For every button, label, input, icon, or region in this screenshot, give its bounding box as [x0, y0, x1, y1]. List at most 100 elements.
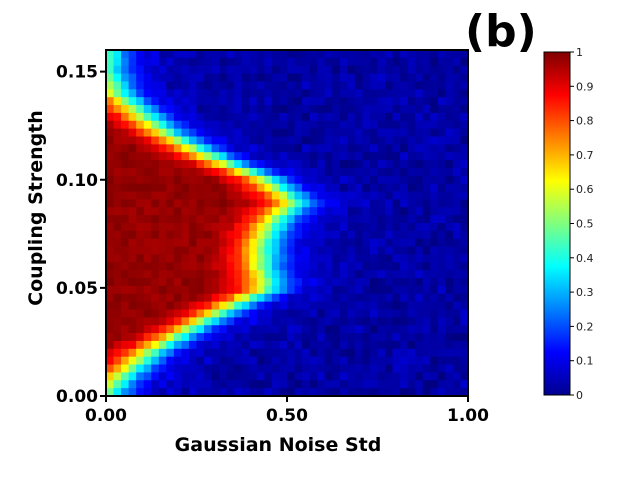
heatmap-cell [241, 254, 250, 263]
heatmap-cell [188, 223, 198, 232]
heatmap-cell [317, 128, 326, 138]
heatmap-cell [181, 340, 190, 350]
heatmap-cell [437, 262, 446, 271]
heatmap-cell [204, 301, 213, 311]
heatmap-cell [377, 112, 386, 122]
heatmap-cell [422, 50, 431, 59]
heatmap-cell [302, 175, 311, 185]
heatmap-cell [309, 191, 318, 201]
heatmap-cell [354, 160, 364, 169]
panel-label: (b) [465, 6, 537, 57]
heatmap-cell [249, 388, 258, 397]
heatmap-cell [445, 356, 454, 366]
heatmap-cell [452, 325, 462, 334]
heatmap-cell [226, 325, 235, 334]
heatmap-cell [377, 270, 386, 279]
heatmap-cell [113, 152, 122, 161]
heatmap-cell [196, 372, 205, 381]
heatmap-cell [317, 144, 326, 153]
heatmap-cell [437, 50, 446, 59]
heatmap-cell [339, 144, 348, 153]
heatmap-cell [452, 317, 462, 326]
heatmap-cell [249, 175, 258, 185]
heatmap-cell [339, 230, 348, 240]
heatmap-cell [181, 278, 190, 287]
heatmap-cell [407, 293, 416, 303]
heatmap-cell [196, 120, 205, 130]
heatmap-cell [400, 152, 409, 161]
heatmap-cell [377, 144, 386, 153]
heatmap-cell [339, 285, 348, 295]
heatmap-cell [369, 183, 379, 193]
heatmap-cell [369, 309, 379, 318]
heatmap-cell [113, 191, 122, 201]
heatmap-cell [332, 207, 341, 216]
heatmap-cell [309, 254, 318, 263]
heatmap-cell [354, 50, 364, 59]
heatmap-cell [460, 246, 469, 256]
heatmap-cell [106, 278, 115, 287]
heatmap-cell [241, 89, 250, 98]
heatmap-cell [445, 215, 454, 224]
heatmap-cell [158, 112, 167, 122]
heatmap-cell [302, 89, 311, 98]
heatmap-cell [347, 380, 356, 389]
heatmap-cell [241, 136, 250, 145]
heatmap-cell [354, 215, 364, 224]
heatmap-cell [196, 65, 205, 75]
heatmap-cell [332, 372, 341, 381]
heatmap-cell [347, 144, 356, 153]
heatmap-cell [219, 254, 228, 263]
heatmap-cell [226, 112, 235, 122]
heatmap-cell [106, 65, 115, 75]
heatmap-cell [204, 57, 213, 67]
heatmap-cell [445, 73, 454, 83]
heatmap-cell [234, 254, 243, 263]
heatmap-cell [219, 278, 228, 287]
heatmap-cell [415, 112, 424, 122]
heatmap-cell [294, 112, 303, 122]
heatmap-cell [234, 246, 243, 256]
heatmap-cell [121, 372, 130, 381]
heatmap-cell [347, 317, 356, 326]
heatmap-cell [392, 105, 401, 114]
heatmap-cell [151, 223, 160, 232]
heatmap-cell [362, 65, 371, 75]
heatmap-cell [173, 89, 183, 98]
x-tick-label: 0.00 [85, 406, 127, 426]
heatmap-cell [196, 364, 205, 374]
heatmap-cell [354, 199, 364, 208]
heatmap-cell [422, 160, 431, 169]
heatmap-cell [173, 317, 183, 326]
heatmap-cell [415, 160, 424, 169]
heatmap-cell [294, 50, 303, 59]
heatmap-cell [339, 238, 348, 248]
heatmap-cell [324, 128, 333, 138]
heatmap-cell [392, 73, 401, 83]
heatmap-cell [121, 191, 130, 201]
heatmap-cell [309, 380, 318, 389]
heatmap-cell [430, 285, 439, 295]
heatmap-cell [158, 388, 167, 397]
heatmap-cell [407, 340, 416, 350]
heatmap-cell [347, 333, 356, 342]
heatmap-cell [302, 50, 311, 59]
heatmap-cell [362, 215, 371, 224]
heatmap-cell [385, 81, 394, 90]
heatmap-cell [234, 230, 243, 240]
heatmap-cell [332, 309, 341, 318]
heatmap-cell [317, 112, 326, 122]
heatmap-cell [415, 97, 424, 106]
heatmap-cell [121, 167, 130, 177]
heatmap-cell [143, 207, 152, 216]
heatmap-cell [143, 215, 152, 224]
heatmap-cell [294, 262, 303, 271]
heatmap-cell [452, 309, 462, 318]
heatmap-cell [347, 270, 356, 279]
heatmap-cell [166, 348, 175, 358]
heatmap-cell [407, 301, 416, 311]
heatmap-cell [121, 81, 130, 90]
heatmap-cell [234, 89, 243, 98]
heatmap-cell [362, 388, 371, 397]
heatmap-cell [151, 301, 160, 311]
